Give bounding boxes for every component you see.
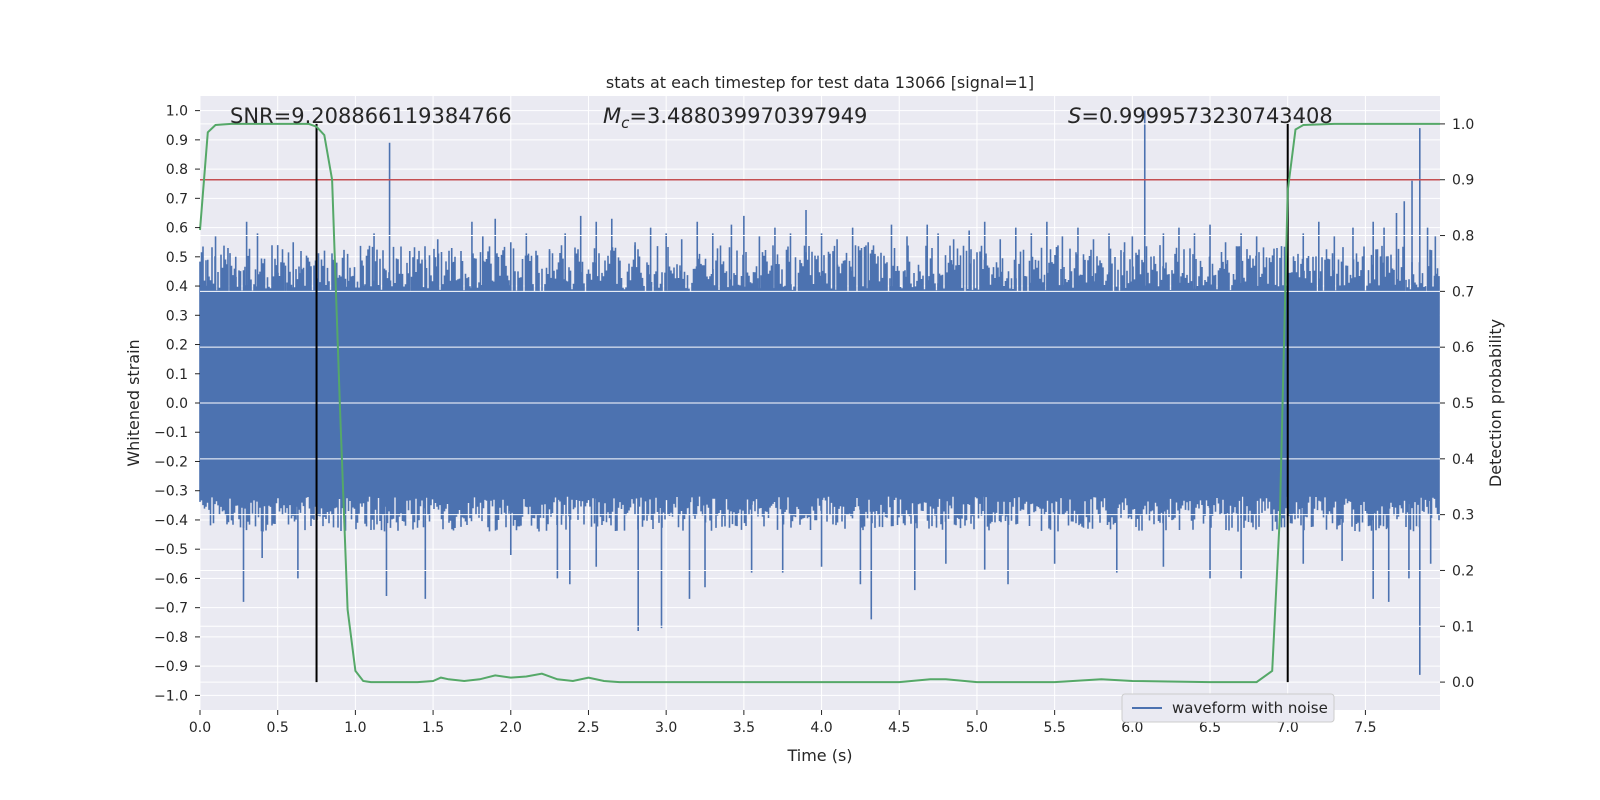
y-tick-label-15: −0.5 xyxy=(154,542,188,558)
y-tick-label-19: −0.9 xyxy=(154,659,188,675)
x-tick-label-11: 5.5 xyxy=(1044,720,1066,736)
y2-axis-ticks: 1.0 0.9 0.8 0.7 0.6 0.5 0.4 0.3 0.2 0.1 0.0 xyxy=(1440,117,1474,691)
x-tick-label-5: 2.5 xyxy=(577,720,599,736)
y2-tick-label-7: 0.3 xyxy=(1452,508,1474,524)
mc-value: =3.488039970397949 xyxy=(629,104,867,128)
y-tick-label-12: −0.2 xyxy=(154,454,188,470)
legend: waveform with noise xyxy=(1121,693,1335,723)
y2-tick-label-6: 0.4 xyxy=(1452,452,1474,468)
y2-axis-label: Detection probability xyxy=(1486,319,1505,487)
y2-tick-label-1: 0.9 xyxy=(1452,173,1474,189)
x-tick-label-8: 4.0 xyxy=(810,720,832,736)
s-annotation: S=0.9999573230743408 xyxy=(1068,104,1333,128)
waveform-spikes xyxy=(206,110,1437,675)
y-tick-label-9: 0.1 xyxy=(166,367,188,383)
y-tick-label-8: 0.2 xyxy=(166,338,188,354)
y2-tick-label-4: 0.6 xyxy=(1452,340,1474,356)
y-tick-label-11: −0.1 xyxy=(154,425,188,441)
x-axis-ticks: 0.0 0.5 1.0 1.5 2.0 2.5 3.0 3.5 4.0 4.5 5.0 5.5 6.0 6… xyxy=(189,710,1377,736)
x-tick-label-6: 3.0 xyxy=(655,720,677,736)
y-tick-label-5: 0.5 xyxy=(166,250,188,266)
y2-tick-label-9: 0.1 xyxy=(1452,619,1474,635)
s-symbol: S xyxy=(1068,104,1081,128)
y-tick-label-16: −0.6 xyxy=(154,571,188,587)
x-tick-label-9: 4.5 xyxy=(888,720,910,736)
x-tick-label-14: 7.0 xyxy=(1277,720,1299,736)
y2-tick-label-5: 0.5 xyxy=(1452,396,1474,412)
y-tick-label-17: −0.7 xyxy=(154,601,188,617)
y-tick-label-0: 1.0 xyxy=(166,104,188,120)
chart-title: stats at each timestep for test data 130… xyxy=(606,73,1034,92)
y-axis-ticks: 1.0 0.9 0.8 0.7 0.6 0.5 0.4 0.3 0.2 0.1 0.0 −0.1 −0.… xyxy=(154,104,200,704)
x-tick-label-3: 1.5 xyxy=(422,720,444,736)
mc-symbol: M xyxy=(603,104,621,128)
y-tick-label-14: −0.4 xyxy=(154,513,188,529)
x-axis-label: Time (s) xyxy=(786,746,852,765)
x-tick-label-10: 5.0 xyxy=(966,720,988,736)
x-tick-label-7: 3.5 xyxy=(733,720,755,736)
y2-tick-label-10: 0.0 xyxy=(1452,675,1474,691)
legend-label-waveform: waveform with noise xyxy=(1172,699,1328,717)
y2-tick-label-8: 0.2 xyxy=(1452,563,1474,579)
x-tick-label-15: 7.5 xyxy=(1354,720,1376,736)
y-tick-label-10: 0.0 xyxy=(166,396,188,412)
y2-tick-label-2: 0.8 xyxy=(1452,229,1474,245)
y-tick-label-18: −0.8 xyxy=(154,630,188,646)
x-tick-label-1: 0.5 xyxy=(267,720,289,736)
y-tick-label-13: −0.3 xyxy=(154,484,188,500)
legend-box xyxy=(1121,693,1335,723)
detection-line xyxy=(199,122,1440,684)
x-tick-label-12: 6.0 xyxy=(1121,720,1143,736)
y-tick-label-1: 0.9 xyxy=(166,133,188,149)
y2-tick-label-3: 0.7 xyxy=(1452,284,1474,300)
mc-annotation: Mc=3.488039970397949 xyxy=(603,104,867,132)
mc-subscript: c xyxy=(621,114,630,132)
y2-tick-label-0: 1.0 xyxy=(1452,117,1474,133)
s-value: =0.9999573230743408 xyxy=(1081,104,1332,128)
y-tick-label-4: 0.6 xyxy=(166,221,188,237)
y-tick-label-2: 0.8 xyxy=(166,162,188,178)
y-axis-label: Whitened strain xyxy=(124,339,143,466)
x-tick-label-2: 1.0 xyxy=(344,720,366,736)
x-tick-label-13: 6.5 xyxy=(1199,720,1221,736)
x-tick-label-0: 0.0 xyxy=(189,720,211,736)
snr-annotation: SNR=9.208866119384766 xyxy=(230,104,512,128)
y-tick-label-20: −1.0 xyxy=(154,688,188,704)
y-tick-label-6: 0.4 xyxy=(166,279,188,295)
x-tick-label-4: 2.0 xyxy=(500,720,522,736)
y-tick-label-7: 0.3 xyxy=(166,308,188,324)
detection-series xyxy=(199,122,1440,684)
y-tick-label-3: 0.7 xyxy=(166,191,188,207)
